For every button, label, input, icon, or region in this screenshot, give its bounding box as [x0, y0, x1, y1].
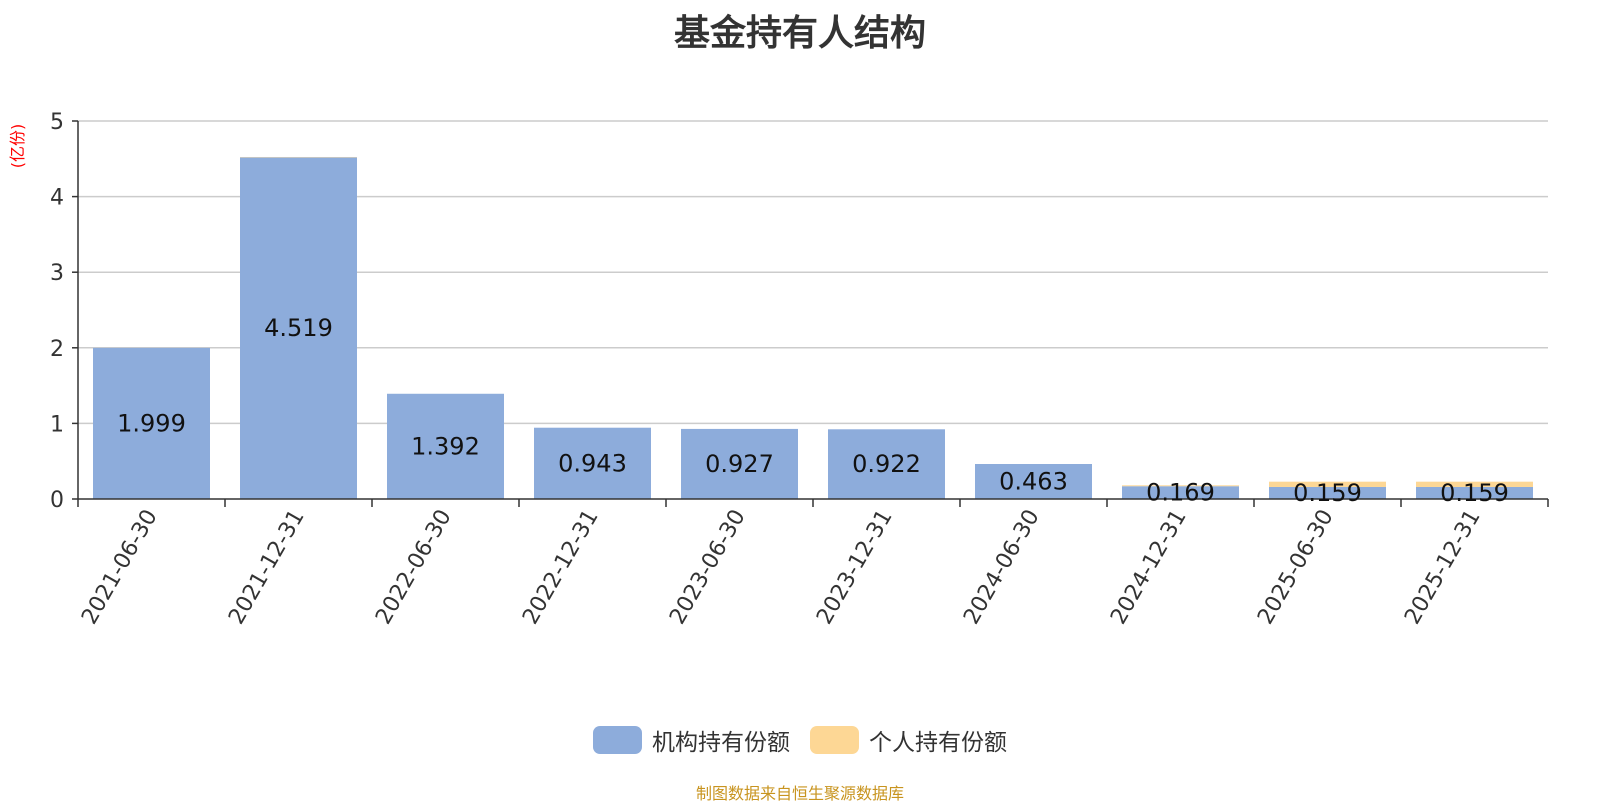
y-tick-label-2: 2	[50, 337, 64, 362]
x-tick-label-2023-12-31: 2023-12-31	[812, 506, 898, 629]
data-label-2024-12-31: 0.169	[1146, 479, 1215, 507]
legend-item-institutional[interactable]: 机构持有份额	[593, 723, 790, 757]
x-tick-label-2023-06-30: 2023-06-30	[665, 506, 751, 629]
x-tick-label-2024-12-31: 2024-12-31	[1106, 506, 1192, 629]
legend-label-individual: 个人持有份额	[869, 723, 1007, 757]
x-tick-label-2021-06-30: 2021-06-30	[77, 506, 163, 629]
y-tick-label-5: 5	[50, 110, 64, 135]
x-tick-label-2025-06-30: 2025-06-30	[1253, 506, 1339, 629]
legend-item-individual[interactable]: 个人持有份额	[810, 723, 1007, 757]
data-label-2024-06-30: 0.463	[999, 467, 1068, 495]
source-note: 制图数据来自恒生聚源数据库	[0, 780, 1600, 804]
data-label-2025-12-31: 0.159	[1440, 479, 1509, 507]
data-label-2023-12-31: 0.922	[852, 450, 921, 478]
data-label-2022-12-31: 0.943	[558, 449, 627, 477]
data-label-2021-06-30: 1.999	[117, 409, 186, 437]
data-label-2025-06-30: 0.159	[1293, 479, 1362, 507]
data-label-2021-12-31: 4.519	[264, 314, 333, 342]
x-tick-label-2021-12-31: 2021-12-31	[224, 506, 310, 629]
y-tick-label-4: 4	[50, 186, 64, 211]
x-tick-label-2022-06-30: 2022-06-30	[371, 506, 457, 629]
x-tick-label-2025-12-31: 2025-12-31	[1400, 506, 1486, 629]
y-axis-label: (亿份)	[8, 124, 27, 169]
legend-swatch-individual	[810, 726, 859, 754]
y-tick-label-0: 0	[50, 488, 64, 513]
y-tick-label-1: 1	[50, 412, 64, 437]
legend-label-institutional: 机构持有份额	[652, 723, 790, 757]
axes: 0 1 2 3 4 5 (亿份) 2021-06-30 2021-12-31 2022-06-30…	[8, 110, 1548, 629]
legend-swatch-institutional	[593, 726, 642, 754]
y-tick-label-3: 3	[50, 261, 64, 286]
legend[interactable]: 机构持有份额 个人持有份额	[0, 723, 1600, 757]
data-label-2022-06-30: 1.392	[411, 432, 480, 460]
data-label-2023-06-30: 0.927	[705, 450, 774, 478]
x-tick-label-2024-06-30: 2024-06-30	[959, 506, 1045, 629]
x-tick-label-2022-12-31: 2022-12-31	[518, 506, 604, 629]
